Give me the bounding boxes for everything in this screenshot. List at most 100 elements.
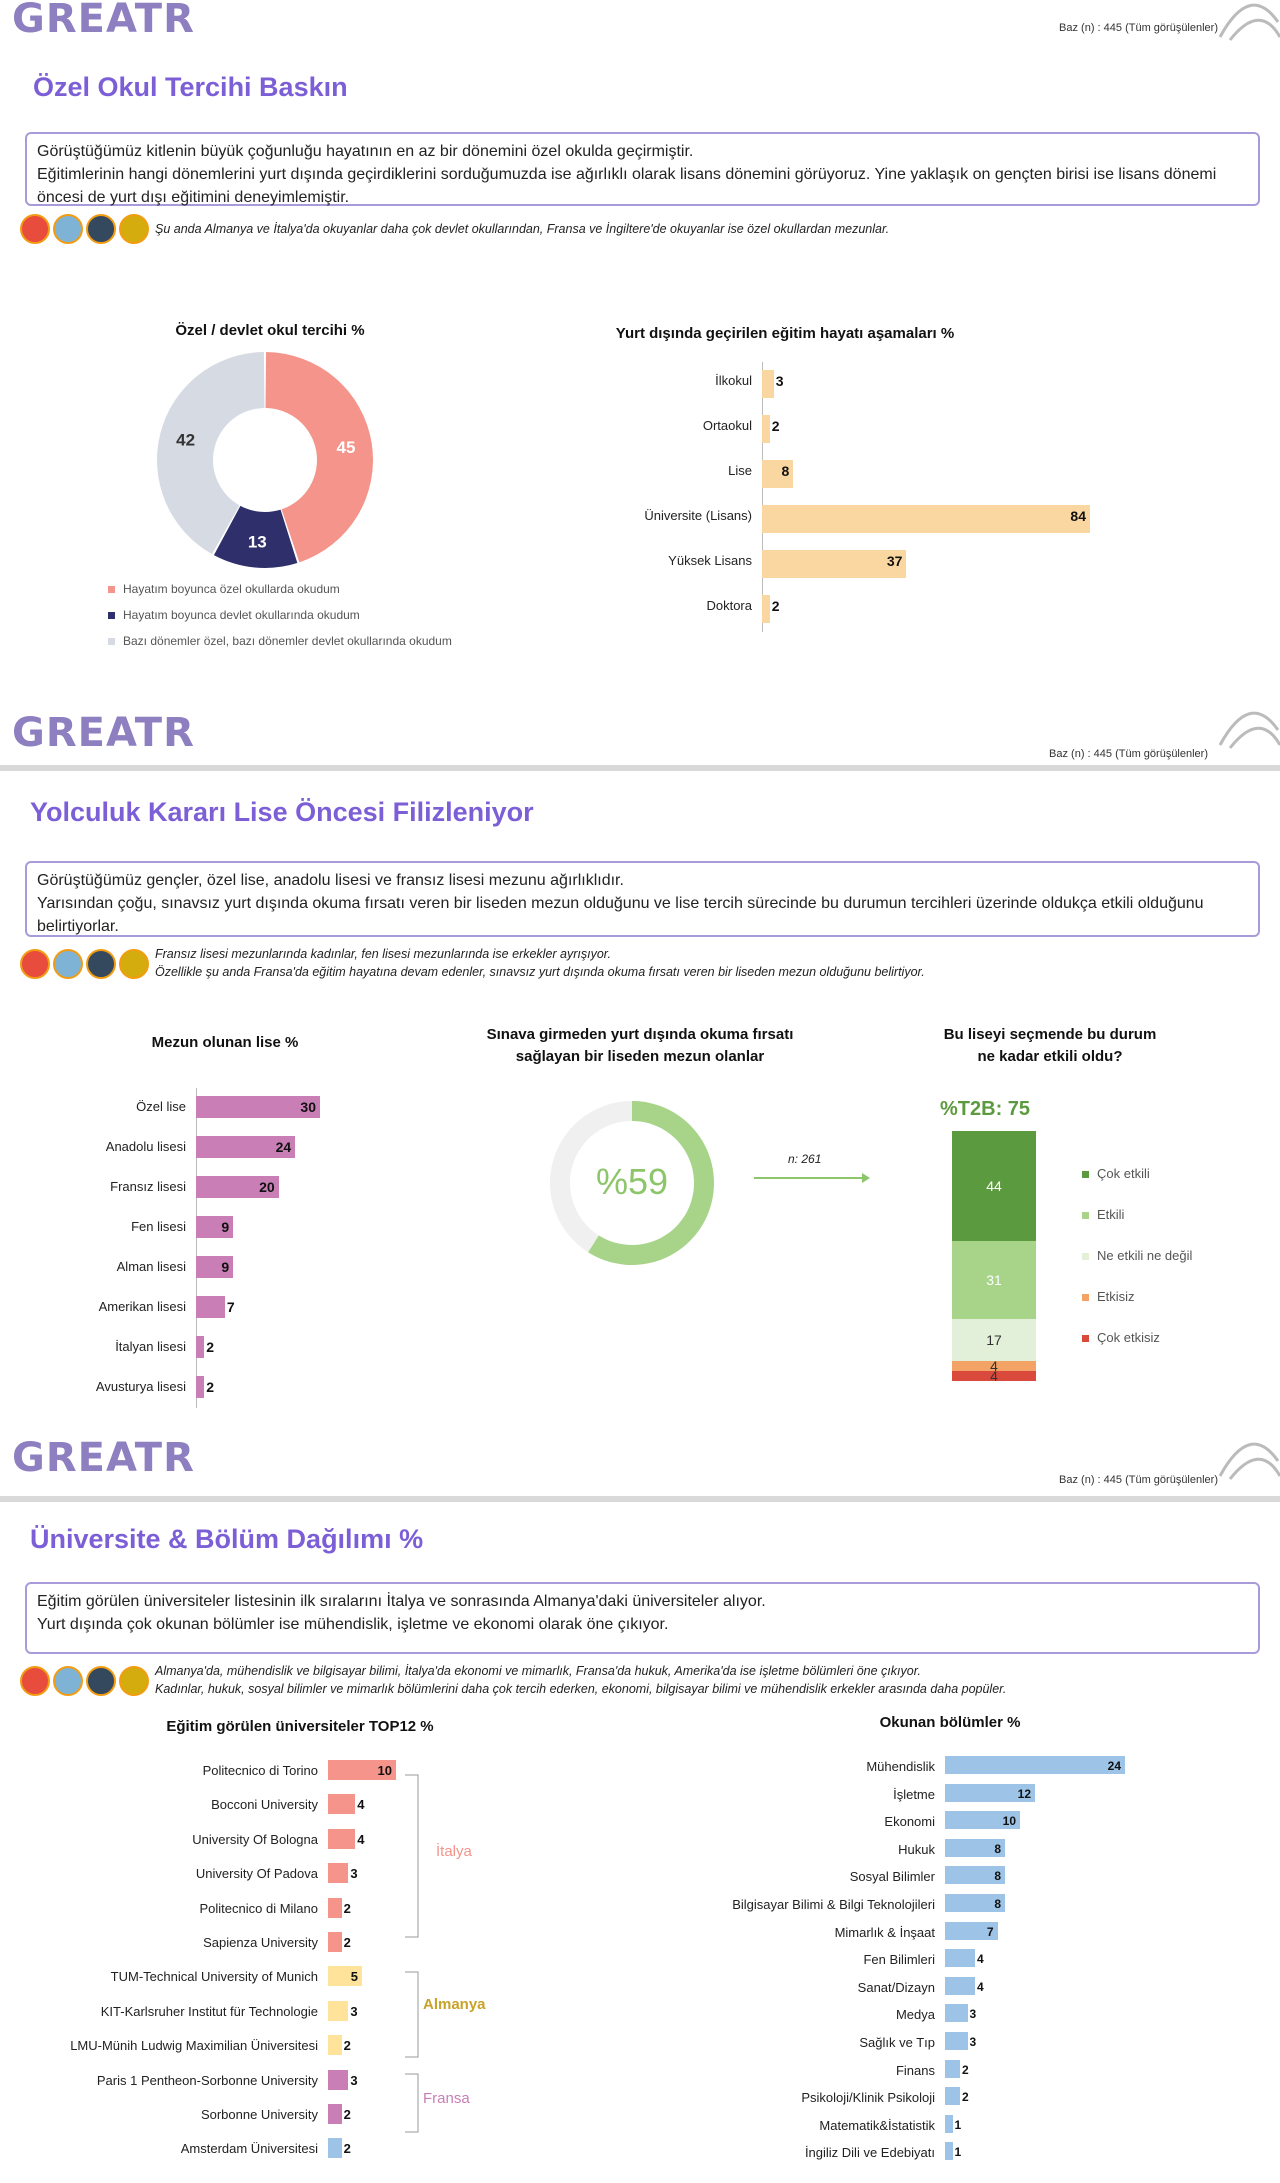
bar bbox=[762, 595, 770, 623]
bar-category-label: LMU-Münih Ludwig Maximilian Üniversitesi bbox=[70, 2038, 318, 2054]
group-label-fransa: Fransa bbox=[423, 2090, 470, 2107]
slide-universite: Üniversite & Bölüm Dağılımı % Eğitim gör… bbox=[0, 1502, 1280, 2183]
bar bbox=[945, 2004, 968, 2023]
ring-value: %59 bbox=[596, 1161, 668, 1202]
bar bbox=[196, 1296, 225, 1318]
insight-line: Özellikle şu anda Fransa'da eğitim hayat… bbox=[155, 965, 925, 979]
bar-category-label: Doktora bbox=[706, 598, 752, 613]
insight-line: Kadınlar, hukuk, sosyal bilimler ve mima… bbox=[155, 1682, 1007, 1696]
bar-category-label: Fen lisesi bbox=[131, 1219, 186, 1234]
avatar bbox=[20, 214, 50, 244]
bar bbox=[945, 1838, 1005, 1857]
summary-line: Görüştüğümüz kitlenin büyük çoğunluğu ha… bbox=[37, 143, 694, 160]
stack-title-line: Bu liseyi seçmende bu durum bbox=[943, 1026, 1157, 1043]
bar bbox=[945, 2032, 968, 2050]
bar bbox=[945, 1811, 1020, 1830]
stack-title-line: ne kadar etkili oldu? bbox=[977, 1048, 1123, 1065]
bar-value-label: 7 bbox=[226, 1299, 235, 1315]
bar bbox=[196, 1136, 296, 1158]
greatr-logo: GREATR bbox=[12, 0, 195, 42]
bar-value-label: 2 bbox=[771, 598, 780, 614]
legend-swatch bbox=[1082, 1294, 1089, 1302]
bar-value-label: 1 bbox=[954, 2145, 962, 2160]
stack-segment bbox=[952, 1131, 1036, 1241]
avatar bbox=[119, 1666, 149, 1696]
stack-legend-item: Etkisiz bbox=[1082, 1289, 1135, 1304]
persona-avatars bbox=[20, 1666, 149, 1696]
bar bbox=[196, 1336, 205, 1358]
bar-category-label: Ortaokul bbox=[702, 418, 752, 433]
legend-label: Etkili bbox=[1097, 1207, 1125, 1222]
summary-box: Eğitim görülen üniversiteler listesinin … bbox=[25, 1582, 1260, 1654]
insight-line: Almanya'da, mühendislik ve bilgisayar bi… bbox=[155, 1664, 921, 1678]
bar bbox=[196, 1256, 234, 1278]
base-note: Baz (n) : 445 (Tüm görüşülenler) bbox=[1059, 22, 1218, 34]
donut-slice bbox=[157, 352, 265, 555]
bar bbox=[328, 2035, 342, 2056]
bar-category-label: Üniversite (Lisans) bbox=[644, 508, 752, 523]
bar-value-label: 3 bbox=[350, 2003, 358, 2019]
avatar bbox=[86, 949, 116, 979]
bar-category-label: Matematik&İstatistik bbox=[819, 2117, 935, 2133]
bar-category-label: İlkokul bbox=[715, 373, 752, 388]
swirl-decor-icon bbox=[1218, 3, 1280, 41]
bar-value-label: 2 bbox=[343, 2107, 351, 2122]
bar bbox=[328, 2104, 342, 2124]
donut-title: Özel / devlet okul tercihi % bbox=[175, 322, 365, 339]
bar-category-label: Sağlık ve Tıp bbox=[859, 2035, 935, 2050]
donut-slice bbox=[213, 505, 298, 568]
greatr-logo: GREATR bbox=[12, 1435, 195, 1481]
n-label: n: 261 bbox=[788, 1152, 822, 1166]
insight-note: Şu anda Almanya ve İtalya'da okuyanlar d… bbox=[155, 222, 890, 236]
bar bbox=[328, 1760, 396, 1780]
bar-value-label: 2 bbox=[343, 2038, 351, 2054]
avatar bbox=[53, 1666, 83, 1696]
summary-box: Görüştüğümüz gençler, özel lise, anadolu… bbox=[25, 861, 1260, 937]
bar-value-label: 3 bbox=[775, 373, 784, 389]
greatr-logo: GREATR bbox=[12, 710, 195, 756]
persona-avatars bbox=[20, 214, 149, 244]
legend-label: Çok etkisiz bbox=[1097, 1330, 1160, 1345]
legend-label: Etkisiz bbox=[1097, 1289, 1135, 1304]
bar-category-label: Finans bbox=[895, 2062, 935, 2078]
legend-label: Ne etkili ne değil bbox=[1097, 1248, 1193, 1263]
legend-label: Hayatım boyunca devlet okullarında okudu… bbox=[123, 608, 360, 622]
bar bbox=[328, 1828, 356, 1849]
bar-value-label: 5 bbox=[350, 1969, 358, 1985]
bar-category-label: Özel lise bbox=[136, 1099, 186, 1114]
bar bbox=[196, 1096, 320, 1118]
bar bbox=[945, 2059, 960, 2078]
bar-category-label: İtalyan lisesi bbox=[115, 1339, 186, 1354]
legend-swatch bbox=[1082, 1253, 1089, 1261]
bar-category-label: Politecnico di Torino bbox=[202, 1763, 318, 1778]
bar-category-label: Sapienza University bbox=[203, 1935, 318, 1950]
bar-value-label: 3 bbox=[350, 2072, 358, 2088]
slide-yolculuk: Yolculuk Kararı Lise Öncesi Filizleniyor… bbox=[0, 771, 1280, 1496]
persona-avatars bbox=[20, 949, 149, 979]
bar-value-label: 2 bbox=[962, 2062, 969, 2077]
uni-title: Eğitim görülen üniversiteler TOP12 % bbox=[166, 1718, 434, 1735]
bar-value-label: 3 bbox=[350, 1866, 358, 1882]
bar-category-label: University Of Padova bbox=[195, 1866, 318, 1882]
summary-line: Eğitim görülen üniversiteler listesinin … bbox=[37, 1593, 766, 1610]
bar-value-label: 37 bbox=[886, 553, 903, 569]
bar-category-label: Psikoloji/Klinik Psikoloji bbox=[801, 2090, 935, 2106]
legend-swatch bbox=[1082, 1212, 1089, 1220]
avatar bbox=[119, 214, 149, 244]
bar-value-label: 30 bbox=[300, 1099, 316, 1115]
bar bbox=[328, 2069, 349, 2090]
sinavsiz-ring-chart: %59 bbox=[550, 1101, 714, 1265]
bar bbox=[328, 1794, 356, 1815]
arrow-right-icon bbox=[754, 1173, 870, 1183]
bar-category-label: Alman lisesi bbox=[116, 1259, 186, 1274]
bar-value-label: 84 bbox=[1070, 508, 1086, 524]
bar-category-label: Anadolu lisesi bbox=[105, 1139, 186, 1154]
summary-line: Yarısından çoğu, sınavsız yurt dışında o… bbox=[37, 895, 1204, 935]
stack-segment bbox=[952, 1371, 1036, 1381]
bar bbox=[196, 1176, 279, 1198]
legend-swatch bbox=[1082, 1335, 1089, 1343]
swirl-decor-icon bbox=[1218, 711, 1280, 749]
lise-title: Mezun olunan lise % bbox=[151, 1034, 299, 1051]
group-brackets bbox=[405, 1774, 419, 2133]
bar-value-label: 4 bbox=[977, 1952, 984, 1967]
